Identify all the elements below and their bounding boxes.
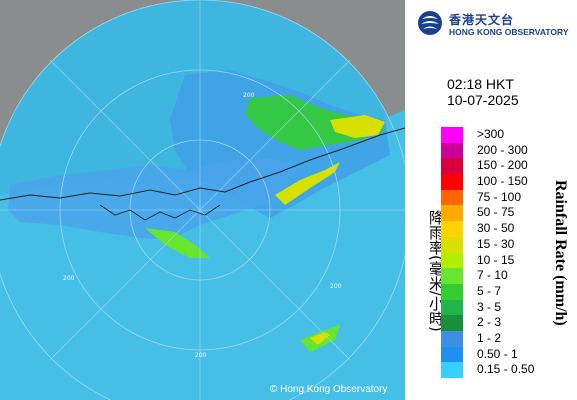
legend-label: 3 - 5 xyxy=(477,299,502,314)
legend-label: 0.15 - 0.50 xyxy=(477,362,535,377)
legend-color-scale xyxy=(441,127,463,378)
legend-swatch xyxy=(441,299,463,316)
legend-label: 150 - 200 xyxy=(477,158,528,173)
radar-map: 200 200 200 200 © Hong Kong Observatory xyxy=(0,0,405,400)
legend-label: 7 - 10 xyxy=(477,268,508,283)
legend-swatch xyxy=(441,221,463,237)
legend-swatch xyxy=(441,142,463,159)
range-ring-label: 200 xyxy=(195,352,207,359)
rain-core-yellow xyxy=(330,115,385,138)
legend-swatch xyxy=(441,189,463,206)
copyright-notice: © Hong Kong Observatory xyxy=(270,384,388,395)
rain-patch-south xyxy=(145,228,210,258)
observation-time: 02:18 HKT xyxy=(447,76,514,92)
rain-streak-coastal xyxy=(275,162,340,205)
legend-panel: 香港天文台 HONG KONG OBSERVATORY 02:18 HKT 10… xyxy=(405,0,577,400)
grid-line-diagonal-b xyxy=(49,59,351,361)
legend-label: >300 xyxy=(477,127,505,141)
legend-swatch xyxy=(441,283,463,300)
legend-label: 0.50 - 1 xyxy=(477,346,518,361)
org-name-english: HONG KONG OBSERVATORY xyxy=(449,27,569,37)
legend-swatch xyxy=(441,174,463,190)
legend-labels: >300 200 - 300 150 - 200 100 - 150 75 - 100 5… xyxy=(477,127,534,378)
range-ring-label: 200 xyxy=(330,283,342,290)
island-coastline xyxy=(99,204,221,221)
legend-label: 1 - 2 xyxy=(477,330,502,345)
legend-swatch xyxy=(441,158,463,175)
legend-label: 5 - 7 xyxy=(477,283,502,298)
legend-label: 15 - 30 xyxy=(477,236,515,251)
legend-swatch xyxy=(441,127,463,143)
observation-date: 10-07-2025 xyxy=(447,92,519,108)
legend-label: 75 - 100 xyxy=(477,189,522,204)
legend-title-chinese: 降雨率(毫米/小時) xyxy=(427,210,445,332)
legend-title-english: Rainfall Rate (mm/h) xyxy=(552,180,569,326)
legend-swatch xyxy=(441,362,463,378)
legend-label: 50 - 75 xyxy=(477,205,515,220)
rain-band-south-west xyxy=(8,158,300,240)
hko-logo-icon xyxy=(418,11,442,35)
range-ring-label: 200 xyxy=(243,92,255,99)
legend-label: 10 - 15 xyxy=(477,252,515,267)
range-ring-label: 200 xyxy=(63,275,75,282)
org-name-chinese: 香港天文台 xyxy=(449,13,515,27)
legend-swatch xyxy=(441,346,463,363)
legend-swatch xyxy=(441,236,463,253)
legend-label: 30 - 50 xyxy=(477,221,515,236)
legend-swatch xyxy=(441,205,463,222)
coastline xyxy=(0,127,405,201)
legend-swatch xyxy=(441,315,463,331)
legend-swatch xyxy=(441,252,463,269)
legend-label: 2 - 3 xyxy=(477,315,502,330)
radar-map-canvas: 200 200 200 200 xyxy=(0,0,405,400)
legend-label: 200 - 300 xyxy=(477,142,528,157)
legend-label: 100 - 150 xyxy=(477,174,528,189)
legend-swatch xyxy=(441,268,463,284)
hko-logo: 香港天文台 HONG KONG OBSERVATORY xyxy=(413,6,577,40)
legend-swatch xyxy=(441,330,463,347)
